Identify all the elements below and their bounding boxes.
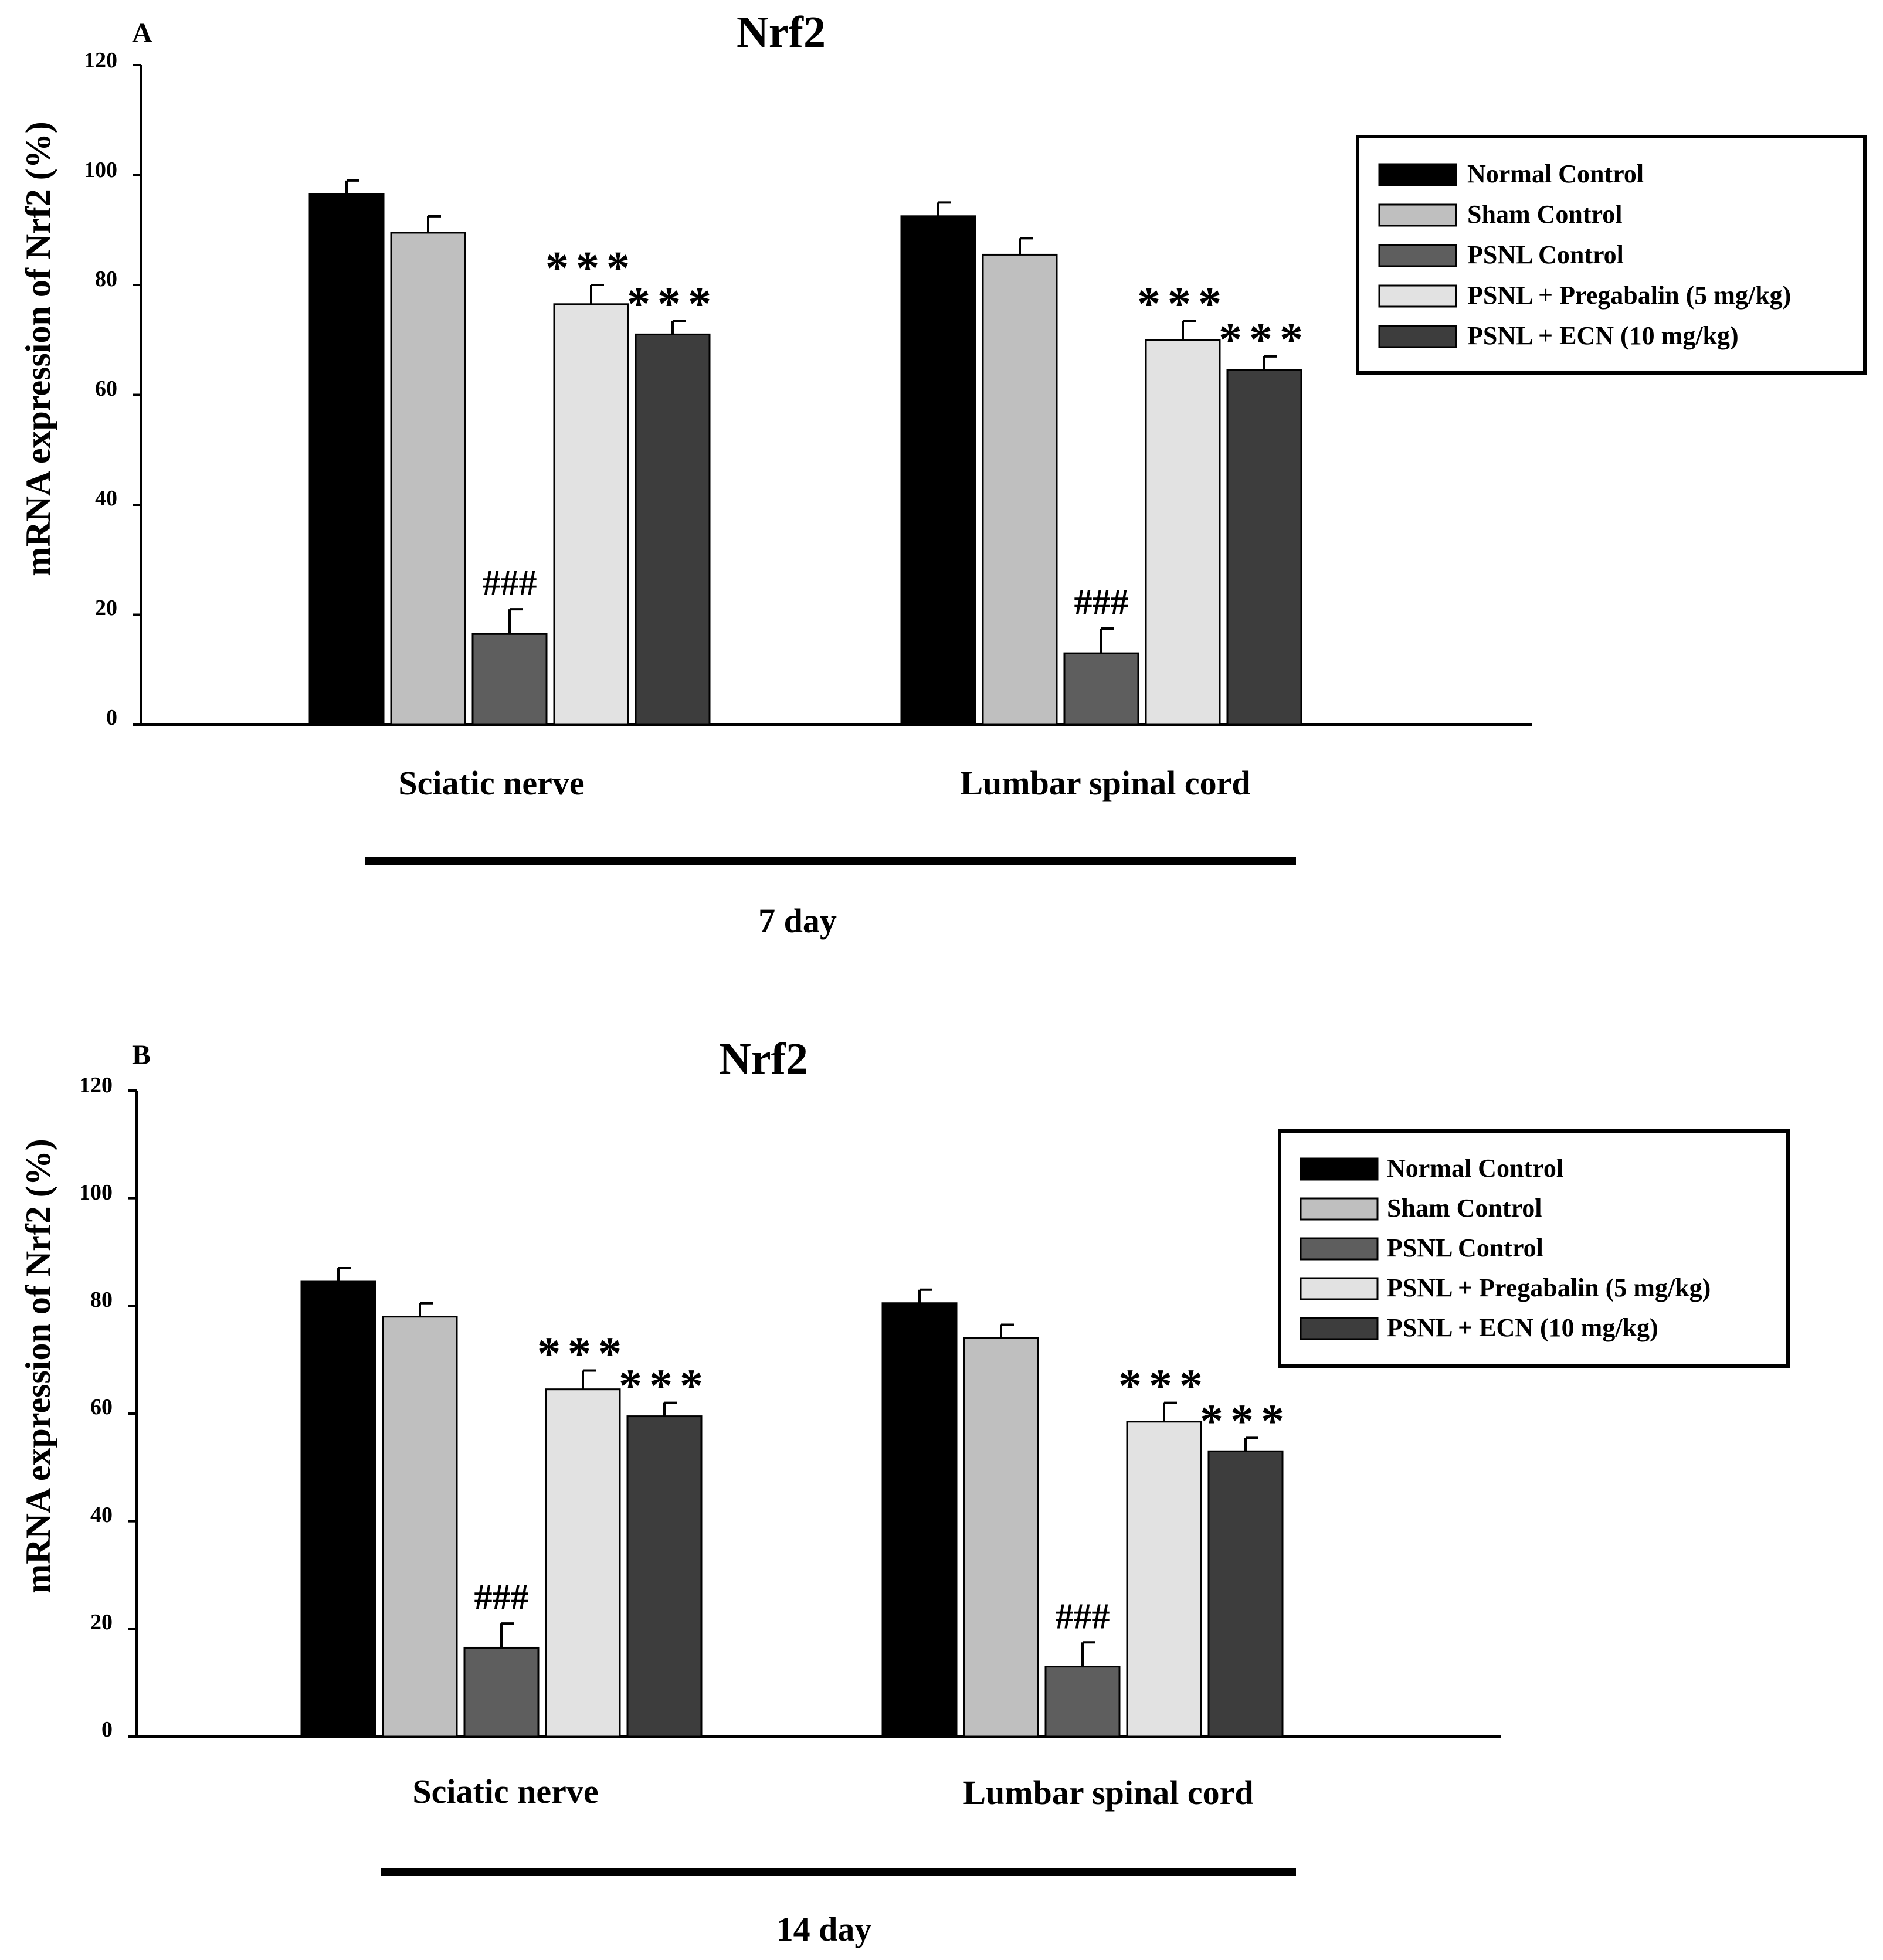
bar [382, 1316, 458, 1738]
y-tick-label: 60 [95, 376, 117, 401]
panel-a-label: A [132, 18, 152, 49]
significance-label: *** [627, 278, 718, 330]
panel-b-timepoint-label: 14 day [776, 1910, 872, 1948]
y-tick-label: 60 [90, 1395, 113, 1419]
y-tick-label: 80 [95, 267, 117, 291]
bar [390, 232, 466, 726]
significance-label: *** [1118, 1361, 1210, 1412]
legend-label: PSNL + ECN (10 mg/kg) [1387, 1313, 1658, 1342]
bar [1226, 369, 1302, 726]
legend-label: PSNL + ECN (10 mg/kg) [1467, 321, 1739, 350]
legend-label: Sham Control [1387, 1194, 1542, 1222]
bar [545, 1388, 621, 1738]
panel-b-y-axis-label: mRNA expression of Nrf2 (%) [19, 1139, 57, 1593]
bar [471, 633, 548, 726]
y-tick-label: 40 [95, 486, 117, 511]
panel-a-legend: Normal Control Sham Control PSNL Control… [1356, 135, 1867, 375]
legend-swatch [1300, 1237, 1379, 1261]
bar [881, 1302, 958, 1738]
panel-b-category-label: Lumbar spinal cord [963, 1774, 1253, 1812]
legend-swatch [1378, 163, 1457, 186]
significance-label: ### [483, 563, 537, 603]
y-tick-label: 100 [79, 1180, 113, 1205]
bar [553, 303, 629, 726]
bar [1207, 1450, 1284, 1738]
legend-swatch [1300, 1317, 1379, 1340]
bar [982, 253, 1058, 726]
legend-swatch [1378, 244, 1457, 267]
significance-label: ### [474, 1578, 529, 1618]
y-tick-label: 120 [84, 48, 117, 73]
bar [626, 1415, 703, 1738]
panel-b-y-tick-labels: 0 20 40 60 80 100 120 [79, 1073, 113, 1742]
significance-label: *** [619, 1361, 710, 1412]
y-tick-label: 20 [95, 596, 117, 620]
significance-label: ### [1056, 1596, 1110, 1636]
legend-swatch [1300, 1197, 1379, 1221]
legend-label: Sham Control [1467, 200, 1622, 229]
legend-swatch [1300, 1157, 1379, 1181]
bar [308, 193, 385, 726]
panel-a: A Nrf2 mRNA expression of Nrf2 (%) 0 20 … [19, 8, 1867, 940]
y-tick-label: 100 [84, 158, 117, 182]
panel-b-legend: Normal Control Sham Control PSNL Control… [1278, 1129, 1790, 1368]
significance-label: ### [1074, 583, 1129, 623]
legend-swatch [1300, 1277, 1379, 1300]
y-tick-label: 120 [79, 1073, 113, 1098]
panel-a-category-label: Sciatic nerve [398, 764, 584, 802]
legend-swatch [1378, 203, 1457, 227]
bar [300, 1280, 376, 1738]
legend-swatch [1378, 284, 1457, 308]
y-tick-label: 0 [106, 705, 117, 730]
significance-label: *** [1219, 314, 1310, 366]
bar [900, 215, 976, 726]
y-tick-label: 20 [90, 1610, 113, 1635]
panel-a-y-tick-labels: 0 20 40 60 80 100 120 [84, 48, 117, 730]
panel-a-y-axis-label: mRNA expression of Nrf2 (%) [19, 121, 57, 576]
panel-a-bars: ###******###****** [308, 179, 1310, 726]
significance-label: *** [545, 243, 637, 294]
bar [1145, 339, 1221, 726]
panel-a-timepoint-bar [365, 857, 1296, 865]
legend-label: PSNL + Pregabalin (5 mg/kg) [1467, 281, 1791, 310]
legend-label: PSNL + Pregabalin (5 mg/kg) [1387, 1273, 1711, 1302]
legend-label: Normal Control [1467, 159, 1644, 188]
legend-label: PSNL Control [1387, 1234, 1543, 1262]
panel-a-title: Nrf2 [737, 8, 826, 57]
legend-label: PSNL Control [1467, 240, 1624, 269]
panel-b: B Nrf2 mRNA expression of Nrf2 (%) 0 20 … [19, 1034, 1790, 1948]
panel-b-category-label: Sciatic nerve [412, 1772, 598, 1810]
significance-label: *** [537, 1329, 629, 1380]
panel-b-label: B [132, 1040, 151, 1071]
bar [463, 1646, 540, 1738]
bar [1044, 1666, 1121, 1738]
bar [963, 1337, 1039, 1738]
bar [1063, 652, 1139, 726]
y-tick-label: 80 [90, 1288, 113, 1312]
panel-a-category-label: Lumbar spinal cord [960, 764, 1250, 802]
y-tick-label: 0 [101, 1717, 113, 1742]
bar [635, 333, 711, 726]
panel-b-timepoint-bar [381, 1868, 1296, 1876]
legend-swatch [1378, 325, 1457, 348]
significance-label: *** [1200, 1395, 1291, 1447]
significance-label: *** [1137, 278, 1229, 330]
panel-b-bars: ###******###****** [300, 1267, 1291, 1738]
panel-b-title: Nrf2 [719, 1034, 808, 1083]
legend-label: Normal Control [1387, 1154, 1563, 1183]
y-tick-label: 40 [90, 1503, 113, 1527]
panel-a-timepoint-label: 7 day [758, 902, 837, 940]
bar [1126, 1421, 1202, 1738]
